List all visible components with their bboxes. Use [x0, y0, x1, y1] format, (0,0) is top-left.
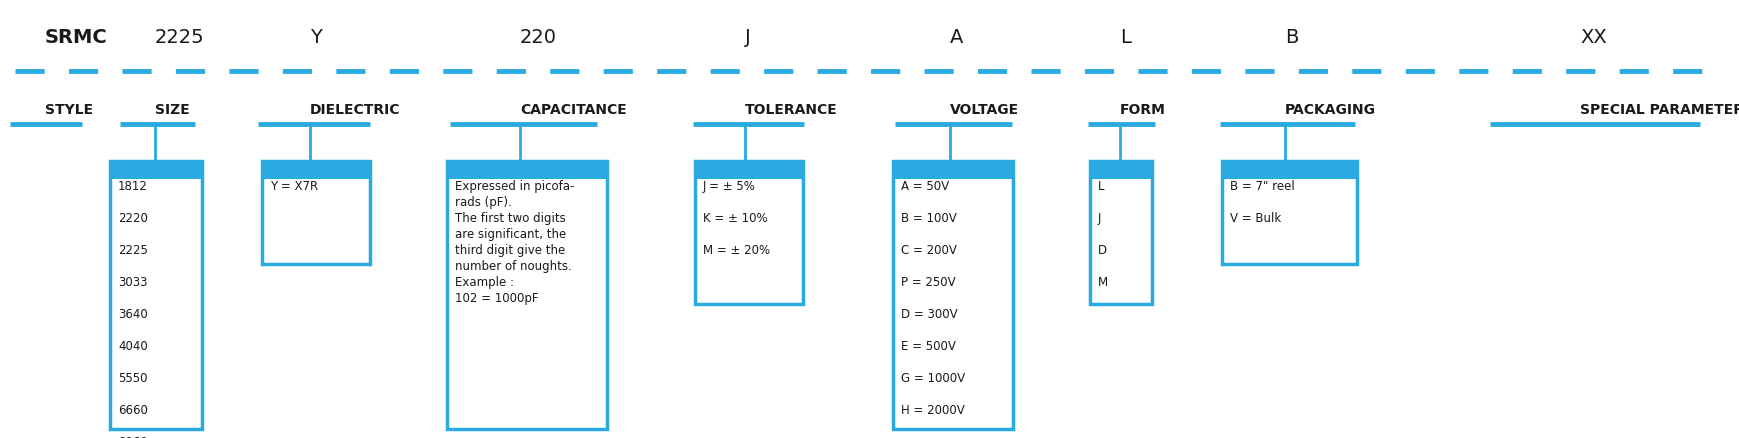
Bar [263, 162, 370, 180]
Text: 1812

2220

2225

3033

3640

4040

5550

6660

8060: 1812 2220 2225 3033 3640 4040 5550 6660 … [118, 180, 148, 438]
Bar [694, 162, 802, 180]
Text: PACKAGING: PACKAGING [1285, 103, 1376, 117]
Text: B: B [1285, 28, 1297, 47]
Bar [892, 162, 1012, 429]
Bar [447, 162, 607, 429]
Text: Y = X7R: Y = X7R [270, 180, 318, 193]
Text: DIELECTRIC: DIELECTRIC [310, 103, 400, 117]
Text: VOLTAGE: VOLTAGE [949, 103, 1019, 117]
Bar [1089, 162, 1151, 304]
Text: 220: 220 [520, 28, 556, 47]
Text: J: J [744, 28, 750, 47]
Bar [694, 162, 802, 304]
Text: A = 50V

B = 100V

C = 200V

P = 250V

D = 300V

E = 500V

G = 1000V

H = 2000V: A = 50V B = 100V C = 200V P = 250V D = 3… [901, 180, 965, 416]
Text: XX: XX [1579, 28, 1605, 47]
Bar [263, 162, 370, 265]
Text: Expressed in picofa-
rads (pF).
The first two digits
are significant, the
third : Expressed in picofa- rads (pF). The firs… [454, 180, 574, 304]
Bar [110, 162, 202, 429]
Bar [110, 162, 202, 180]
Text: L

J

D

M: L J D M [1097, 180, 1108, 288]
Text: SIZE: SIZE [155, 103, 190, 117]
Text: STYLE: STYLE [45, 103, 94, 117]
Text: A: A [949, 28, 963, 47]
Bar [1089, 162, 1151, 180]
Text: B = 7" reel

V = Bulk: B = 7" reel V = Bulk [1229, 180, 1294, 225]
Text: L: L [1120, 28, 1130, 47]
Bar [1221, 162, 1356, 180]
Bar [447, 162, 607, 180]
Text: J = ± 5%

K = ± 10%

M = ± 20%: J = ± 5% K = ± 10% M = ± 20% [703, 180, 770, 256]
Text: CAPACITANCE: CAPACITANCE [520, 103, 626, 117]
Text: FORM: FORM [1120, 103, 1165, 117]
Text: Y: Y [310, 28, 322, 47]
Text: SRMC: SRMC [45, 28, 108, 47]
Text: 2225: 2225 [155, 28, 205, 47]
Bar [892, 162, 1012, 180]
Text: SPECIAL PARAMETERS: SPECIAL PARAMETERS [1579, 103, 1739, 117]
Text: TOLERANCE: TOLERANCE [744, 103, 836, 117]
Bar [1221, 162, 1356, 265]
